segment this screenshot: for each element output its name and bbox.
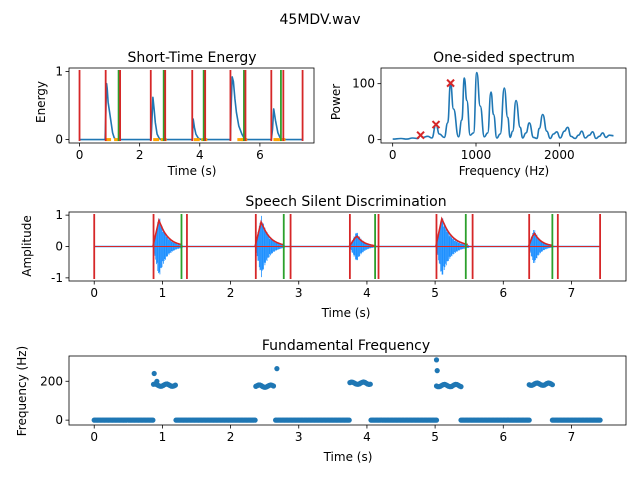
f0-point [151,370,157,377]
f0-x-tick-label: 0 [90,430,98,444]
figure-suptitle: 45MDV.wav [280,12,361,28]
f0-point [346,417,352,423]
discrimination-x-tick-label: 6 [499,286,507,300]
spectrum-ylabel: Power [329,84,343,120]
f0-plot-area [91,357,603,423]
energy-title: Short-Time Energy [127,50,256,66]
discrimination-y-tick-label: 1 [55,208,63,222]
discrimination-x-tick-label: 7 [568,286,576,300]
spectrum-y-tick-label: 0 [367,133,375,147]
discrimination-x-tick-label: 4 [363,286,371,300]
energy-x-tick-label: 4 [196,148,204,162]
energy-line [79,76,303,141]
discrimination-envelope [435,216,468,247]
spectrum-title: One-sided spectrum [433,50,575,66]
f0-x-tick-label: 5 [431,430,439,444]
spectrum-xlabel: Frequency (Hz) [459,164,550,178]
spectrum-x-tick-label: 2000 [544,148,575,162]
f0-point [433,357,440,363]
f0-point [597,417,603,423]
discrimination-plot-area [93,214,601,279]
discrimination-x-tick-label: 1 [159,286,167,300]
energy-plot-area [78,70,304,142]
energy-panel: Short-Time Energy Time (s) Energy 0 2 4 6 0 1 [34,50,315,178]
f0-title: Fundamental Frequency [262,338,430,354]
spectrum-peak-stroke [446,78,455,88]
f0-y-tick-label: 200 [40,374,63,388]
f0-point [154,378,160,384]
discrimination-panel: Speech Silent Discrimination Time (s) Am… [20,194,627,320]
f0-x-tick-label: 3 [295,430,303,444]
f0-point [367,381,373,387]
energy-xlabel: Time (s) [167,164,217,178]
spectrum-peak-stroke [431,120,441,129]
energy-y-tick-label: 1 [55,64,63,78]
spectrum-peak-stroke [416,130,425,140]
f0-point [549,382,556,388]
f0-ylabel: Frequency (Hz) [15,346,29,437]
spectrum-peak-marker [446,78,455,88]
f0-x-tick-label: 4 [363,430,371,444]
spectrum-axes-frame [380,67,627,144]
energy-x-tick-label: 2 [136,148,144,162]
discrimination-axes-frame [68,211,627,282]
energy-x-tick-label: 0 [76,148,84,162]
f0-point [274,366,280,372]
f0-x-tick-label: 1 [159,430,167,444]
spectrum-plot-area [392,71,614,140]
discrimination-envelope [254,219,284,247]
f0-x-tick-label: 7 [568,430,576,444]
discrimination-y-tick-label: -1 [51,271,63,285]
discrimination-x-tick-label: 3 [295,286,303,300]
f0-point [526,417,532,423]
spectrum-panel: One-sided spectrum Frequency (Hz) Power … [329,50,627,178]
f0-panel: Fundamental Frequency Time (s) Frequency… [15,338,627,464]
spectrum-peak-marker [431,120,441,129]
f0-point [270,383,277,389]
energy-y-tick-label: 0 [55,133,63,147]
discrimination-y-tick-label: 0 [55,240,63,254]
discrimination-ylabel: Amplitude [20,215,34,277]
energy-axes-frame [68,67,315,144]
discrimination-envelope [152,217,182,247]
discrimination-envelope [348,235,376,247]
f0-point [172,382,178,388]
f0-point [433,417,440,423]
energy-x-tick-label: 6 [256,148,264,162]
spectrum-peak-marker [416,130,425,140]
spectrum-x-tick-label: 1000 [461,148,492,162]
f0-xlabel: Time (s) [323,450,373,464]
f0-x-tick-label: 6 [499,430,507,444]
discrimination-xlabel: Time (s) [321,306,371,320]
spectrum-x-tick-label: 0 [389,148,397,162]
f0-point [252,417,258,423]
f0-axes-frame [68,355,627,426]
discrimination-x-tick-label: 2 [227,286,235,300]
f0-point [458,384,464,390]
spectrum-line [392,71,614,140]
discrimination-x-tick-label: 5 [431,286,439,300]
f0-point [150,417,156,423]
discrimination-envelope [527,231,553,247]
f0-x-tick-label: 2 [227,430,235,444]
energy-ylabel: Energy [34,81,48,123]
f0-y-tick-label: 0 [55,413,63,427]
f0-point [434,368,440,374]
discrimination-title: Speech Silent Discrimination [245,194,446,210]
discrimination-x-tick-label: 0 [90,286,98,300]
spectrum-y-tick-label: 100 [352,77,375,91]
